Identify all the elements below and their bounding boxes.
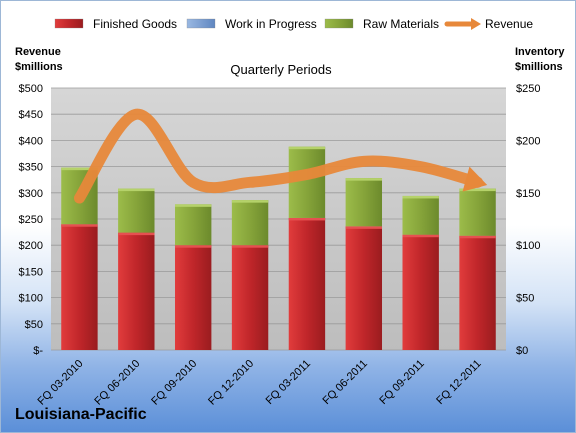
legend-label: Raw Materials: [363, 17, 439, 31]
category-tick-label: FQ 03-2011: [264, 358, 313, 407]
category-tick-label: FQ 06-2011: [321, 358, 370, 407]
category-tick-label: FQ 06-2010: [92, 358, 142, 408]
legend-swatch: [54, 18, 84, 29]
bar-cap: [231, 200, 269, 203]
category-tick-label: FQ 12-2010: [206, 358, 256, 408]
bar-cap: [174, 245, 212, 248]
bar-finished-goods: [459, 235, 496, 350]
bar-finished-goods: [345, 226, 383, 350]
category-tick-label: FQ 09-2010: [149, 358, 199, 408]
category-tick-label: FQ 09-2011: [377, 358, 426, 407]
bar-cap: [174, 204, 212, 207]
bar-cap: [231, 245, 269, 248]
left-axis-title-line1: Revenue: [15, 46, 61, 58]
left-tick-label: $200: [19, 240, 43, 252]
right-tick-label: $50: [516, 293, 534, 305]
bar-raw-materials: [288, 146, 326, 218]
left-tick-label: $50: [25, 319, 43, 331]
bar-finished-goods: [118, 232, 155, 350]
bar-cap: [61, 167, 98, 171]
right-tick-label: $250: [516, 83, 540, 95]
legend-label: Work in Progress: [225, 17, 317, 31]
category-tick-label: FQ 03-2010: [36, 358, 86, 408]
bars: [61, 146, 496, 350]
left-tick-label: $350: [19, 162, 43, 174]
bar-raw-materials: [174, 204, 212, 246]
category-tick-label: FQ 12-2011: [434, 358, 483, 407]
bar-finished-goods: [288, 217, 326, 350]
left-tick-label: $250: [19, 214, 43, 226]
left-tick-label: $400: [19, 135, 43, 147]
bar-cap: [345, 178, 383, 181]
legend-swatch: [186, 18, 216, 29]
right-axis-title-line1: Inventory: [515, 46, 565, 58]
legend-swatch: [324, 18, 354, 29]
right-tick-label: $200: [516, 135, 540, 147]
legend: Finished Goods Work in Progress Raw Materi…: [54, 17, 533, 31]
bar-cap: [118, 232, 155, 236]
left-tick-label: $450: [19, 109, 43, 121]
bar-finished-goods: [61, 224, 98, 350]
bar-cap: [288, 146, 326, 150]
right-tick-label: $100: [516, 240, 540, 252]
bar-cap: [402, 195, 439, 199]
revenue-line: [73, 108, 488, 204]
left-tick-label: $300: [19, 188, 43, 200]
bar-cap: [345, 226, 383, 229]
company-name: Louisiana-Pacific: [15, 406, 147, 423]
revenue-line-path: [73, 108, 484, 204]
right-tick-label: $150: [516, 188, 540, 200]
revenue-arrowhead: [462, 166, 488, 192]
bar-cap: [459, 235, 496, 239]
bar-raw-materials: [118, 188, 155, 233]
left-axis-title-line2: $millions: [15, 61, 63, 73]
legend-label: Revenue: [485, 17, 533, 31]
bar-raw-materials: [345, 178, 383, 227]
bar-cap: [118, 188, 155, 192]
bar-raw-materials: [231, 200, 269, 246]
bar-raw-materials: [459, 188, 496, 236]
chart-title: Quarterly Periods: [230, 62, 332, 77]
left-tick-label: $150: [19, 266, 43, 278]
left-tick-label: $100: [19, 293, 43, 305]
legend-label: Finished Goods: [93, 17, 177, 31]
bar-finished-goods: [231, 245, 269, 350]
bar-cap: [61, 224, 98, 227]
bar-cap: [288, 217, 326, 221]
bar-raw-materials: [402, 195, 439, 235]
left-tick-label: $-: [33, 345, 43, 357]
right-tick-label: $0: [516, 345, 528, 357]
bar-cap: [459, 188, 496, 192]
bar-finished-goods: [174, 245, 212, 350]
bar-cap: [402, 234, 439, 238]
right-axis-title-line2: $millions: [515, 61, 563, 73]
bar-finished-goods: [402, 234, 439, 350]
legend-arrow: [471, 18, 481, 30]
left-tick-label: $500: [19, 83, 43, 95]
